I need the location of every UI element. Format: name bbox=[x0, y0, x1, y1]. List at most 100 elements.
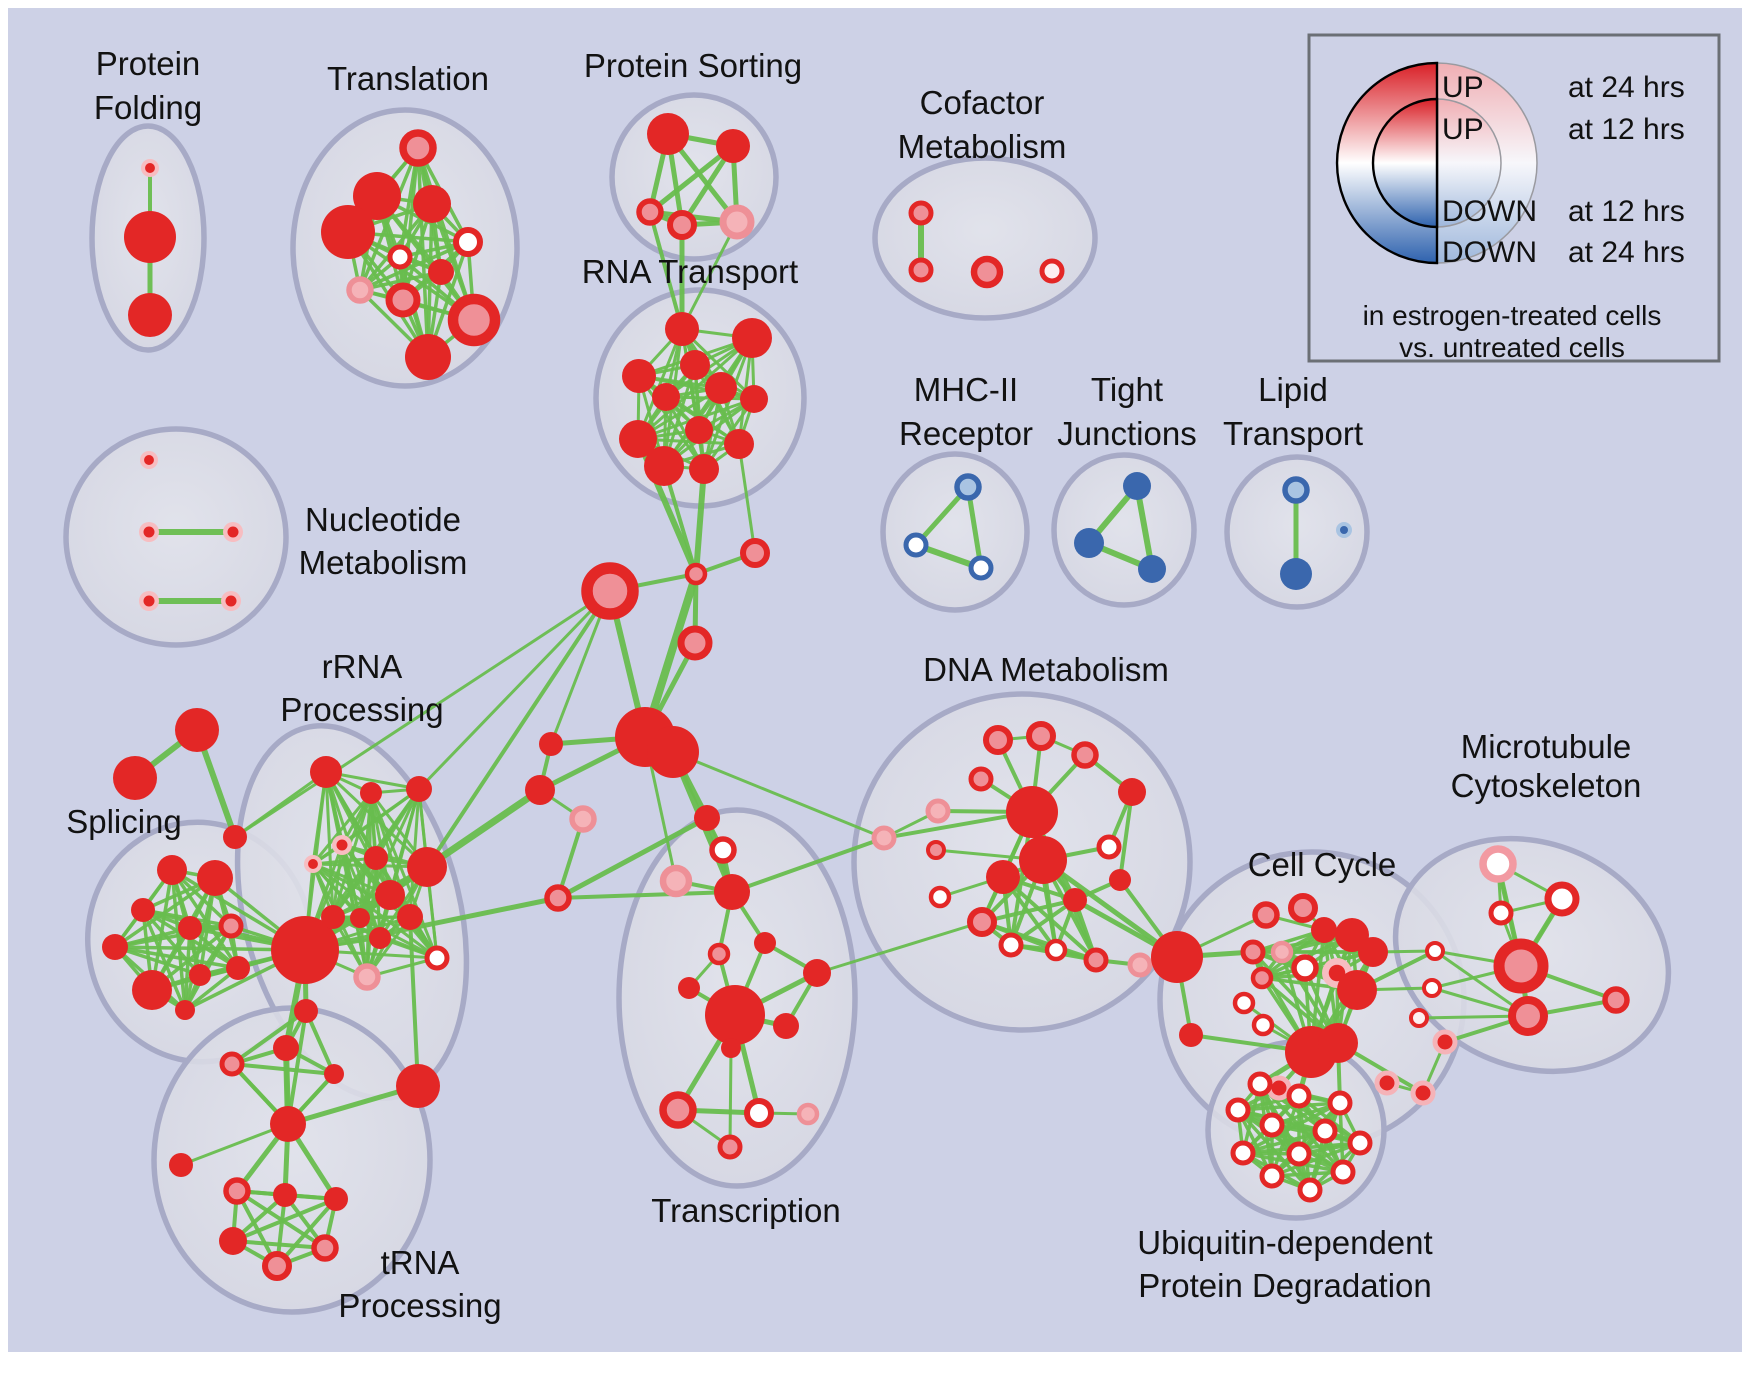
node-s4 bbox=[102, 934, 128, 960]
node-n2 bbox=[143, 526, 155, 538]
node-cc1 bbox=[1252, 901, 1280, 929]
node-g3 bbox=[273, 1183, 297, 1207]
label-cell-cycle-line1: Cell Cycle bbox=[1248, 846, 1397, 883]
edge-d13-d16 bbox=[1009, 898, 1077, 947]
node-li1 bbox=[1282, 476, 1310, 504]
edge-ub3-ub4 bbox=[1236, 1101, 1342, 1112]
node-tr10 bbox=[773, 1013, 799, 1039]
node-l1 bbox=[539, 732, 563, 756]
node-l3 bbox=[569, 805, 597, 833]
node-pf2 bbox=[124, 211, 176, 263]
node-s2 bbox=[197, 860, 233, 896]
edge-u1-u3 bbox=[230, 1062, 336, 1076]
node-d5 bbox=[925, 798, 951, 824]
node-rt5 bbox=[652, 383, 680, 411]
edge-s3-s8 bbox=[141, 908, 202, 977]
node-sp2 bbox=[113, 756, 157, 800]
node-t7 bbox=[428, 259, 454, 285]
edge-rt12-x2 bbox=[737, 442, 757, 555]
node-m11 bbox=[1374, 1070, 1400, 1096]
node-d19 bbox=[1127, 952, 1153, 978]
node-b1 bbox=[954, 473, 982, 501]
label-lipid-transport-line1: Lipid bbox=[1258, 371, 1328, 408]
edge-l3-tr5 bbox=[556, 817, 585, 900]
edge-sp3-x3 bbox=[233, 589, 612, 839]
legend-row4-time: at 24 hrs bbox=[1568, 236, 1685, 269]
node-cc8 bbox=[1291, 954, 1319, 982]
edge-g5-g6 bbox=[231, 1239, 327, 1250]
node-tr5 bbox=[544, 884, 572, 912]
node-ub8 bbox=[1230, 1140, 1256, 1166]
edge-tr11-tr15 bbox=[728, 1046, 733, 1149]
node-t4 bbox=[321, 205, 375, 259]
node-b3 bbox=[968, 555, 994, 581]
node-h2 bbox=[647, 726, 699, 778]
edge-t7-t8 bbox=[358, 270, 443, 292]
node-rt12 bbox=[724, 429, 754, 459]
node-n1 bbox=[144, 455, 154, 465]
node-tr1 bbox=[694, 805, 720, 831]
node-g2 bbox=[223, 1177, 251, 1205]
node-s5 bbox=[178, 916, 202, 940]
node-tr2 bbox=[709, 836, 737, 864]
node-m3 bbox=[1488, 900, 1514, 926]
label-microtubule-cytoskeleton-line1: Microtubule bbox=[1461, 728, 1632, 765]
edge-t5-t8 bbox=[358, 240, 470, 292]
legend-row1-direction: UP bbox=[1442, 71, 1484, 104]
node-cc12 bbox=[1250, 966, 1274, 990]
node-u1 bbox=[219, 1051, 245, 1077]
edge-rt1-rt8 bbox=[636, 327, 684, 441]
node-r6 bbox=[364, 846, 388, 870]
edge-r7-x3 bbox=[425, 589, 612, 869]
label-dna-metabolism-line1: DNA Metabolism bbox=[923, 651, 1169, 688]
edge-r3-x3 bbox=[417, 589, 612, 791]
node-cc14 bbox=[1179, 1023, 1203, 1047]
node-d14 bbox=[1109, 869, 1131, 891]
node-r3 bbox=[406, 776, 432, 802]
node-ub9 bbox=[1286, 1141, 1312, 1167]
node-d7 bbox=[1019, 836, 1067, 884]
edge-rt2-rt11 bbox=[702, 336, 754, 471]
edge-ps2-ps3 bbox=[647, 143, 736, 215]
label-rna-transport-line1: RNA Transport bbox=[582, 253, 798, 290]
edge-u5-g0 bbox=[286, 1009, 308, 1126]
node-s1 bbox=[157, 855, 187, 885]
label-protein-folding-line1: Protein bbox=[96, 45, 201, 82]
node-r5 bbox=[308, 859, 318, 869]
node-ps1 bbox=[647, 113, 689, 155]
cluster-nucleotide-metabolism bbox=[63, 426, 289, 648]
node-ub10 bbox=[1330, 1159, 1356, 1185]
node-tr4 bbox=[714, 874, 750, 910]
cluster-labels-layer: Protein Folding Translation Protein Sorting… bbox=[66, 45, 1641, 1324]
node-li2 bbox=[1280, 558, 1312, 590]
node-ub6 bbox=[1312, 1118, 1338, 1144]
node-s10 bbox=[175, 1000, 195, 1020]
node-l2 bbox=[525, 775, 555, 805]
node-d9 bbox=[926, 840, 946, 860]
node-rt3 bbox=[680, 350, 710, 380]
node-d8 bbox=[986, 860, 1020, 894]
node-ub4 bbox=[1225, 1097, 1251, 1123]
node-ub7 bbox=[1347, 1130, 1373, 1156]
node-t10 bbox=[447, 293, 501, 347]
node-d10 bbox=[1096, 834, 1122, 860]
node-n3 bbox=[227, 526, 239, 538]
node-d15 bbox=[1118, 778, 1146, 806]
node-ps5 bbox=[719, 204, 755, 240]
node-n4 bbox=[143, 595, 155, 607]
node-s8 bbox=[189, 964, 211, 986]
node-pf3 bbox=[128, 293, 172, 337]
node-tr14 bbox=[796, 1102, 820, 1126]
node-tr11 bbox=[721, 1038, 741, 1058]
legend-row3-time: at 12 hrs bbox=[1568, 195, 1685, 228]
label-ubiquitin-line2: Protein Degradation bbox=[1138, 1267, 1432, 1304]
node-tr7 bbox=[754, 932, 776, 954]
label-cofactor-metabolism-line1: Cofactor bbox=[920, 84, 1045, 121]
node-m2 bbox=[1544, 881, 1580, 917]
node-d18 bbox=[1083, 947, 1109, 973]
node-t2 bbox=[353, 172, 401, 220]
node-b2 bbox=[903, 532, 929, 558]
edge-rt4-rt11 bbox=[637, 374, 706, 471]
node-rt4 bbox=[622, 359, 656, 393]
node-d0 bbox=[871, 825, 897, 851]
